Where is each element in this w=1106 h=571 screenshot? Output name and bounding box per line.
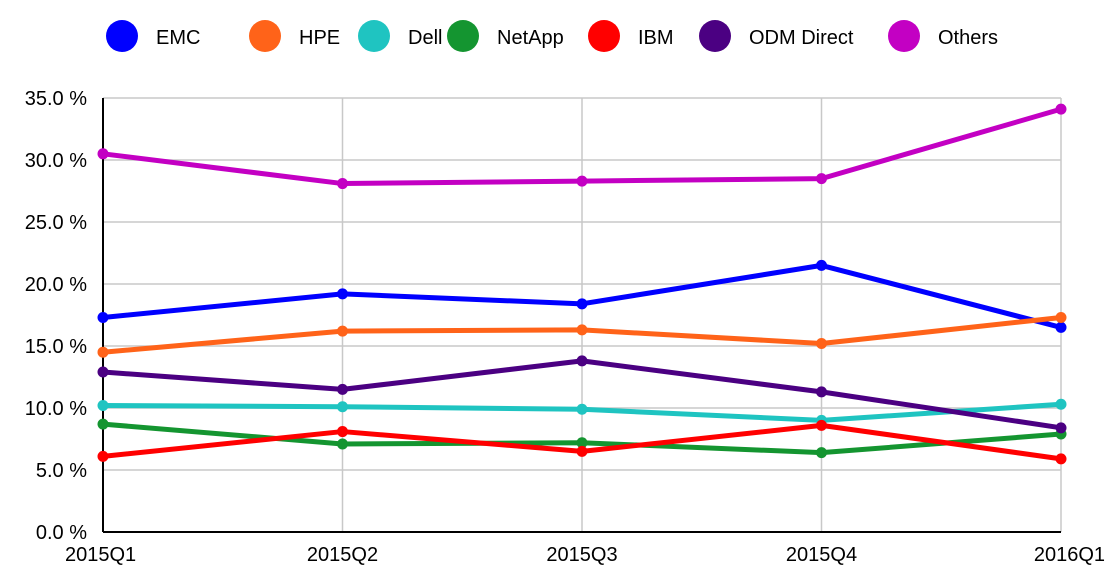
y-tick-label: 35.0 %	[25, 88, 87, 110]
legend-label-odm-direct: ODM Direct	[749, 27, 854, 49]
data-point-hpe	[1055, 311, 1067, 323]
y-tick-label: 5.0 %	[36, 460, 87, 482]
data-point-dell	[1055, 398, 1067, 410]
data-point-hpe	[97, 346, 109, 358]
legend-label-dell: Dell	[408, 27, 442, 49]
data-point-ibm	[1055, 453, 1067, 465]
legend-marker-dell	[358, 20, 390, 52]
data-point-hpe	[816, 338, 827, 350]
data-point-netapp	[97, 418, 109, 430]
legend-marker-odm-direct	[699, 20, 731, 52]
data-point-dell	[576, 403, 588, 415]
x-tick-label: 2015Q1	[65, 544, 136, 566]
data-point-emc	[1055, 321, 1067, 333]
x-tick-label: 2015Q3	[546, 544, 617, 566]
series-ibm	[97, 419, 1067, 465]
axes: 0.0 % 5.0 % 10.0 % 15.0 % 20.0 % 25.0 % 30.0 %…	[25, 88, 1105, 566]
data-point-hpe	[576, 324, 588, 336]
legend-label-others: Others	[938, 27, 998, 49]
series-emc	[97, 259, 1067, 333]
data-point-others	[97, 148, 109, 160]
data-point-emc	[337, 288, 348, 300]
legend-item-others: Others	[888, 20, 998, 52]
data-point-emc	[97, 311, 109, 323]
data-point-odm-direct	[97, 366, 109, 378]
legend-item-dell: Dell	[358, 20, 442, 52]
data-point-others	[337, 178, 348, 190]
legend-marker-ibm	[588, 20, 620, 52]
series-lines	[97, 103, 1067, 465]
data-point-ibm	[576, 445, 588, 457]
legend-item-odm-direct: ODM Direct	[699, 20, 854, 52]
legend-item-ibm: IBM	[588, 20, 674, 52]
legend-marker-netapp	[447, 20, 479, 52]
data-point-others	[576, 175, 588, 187]
legend-marker-others	[888, 20, 920, 52]
data-point-odm-direct	[576, 355, 588, 367]
data-point-others	[1055, 103, 1067, 115]
data-point-dell	[337, 401, 348, 413]
data-point-dell	[97, 400, 109, 412]
data-point-ibm	[337, 426, 348, 438]
x-tick-label: 2015Q2	[307, 544, 378, 566]
data-point-emc	[576, 298, 588, 310]
legend-item-netapp: NetApp	[447, 20, 564, 52]
y-tick-label: 15.0 %	[25, 336, 87, 358]
legend-marker-hpe	[249, 20, 281, 52]
legend: EMC HPE Dell NetApp IBM ODM Direct Others	[106, 20, 998, 52]
data-point-emc	[816, 259, 827, 271]
series-odm-direct	[97, 355, 1067, 434]
legend-label-hpe: HPE	[299, 27, 340, 49]
data-point-ibm	[97, 450, 109, 462]
y-tick-label: 10.0 %	[25, 398, 87, 420]
data-point-odm-direct	[1055, 422, 1067, 434]
legend-label-ibm: IBM	[638, 27, 674, 49]
legend-label-emc: EMC	[156, 27, 200, 49]
y-tick-label: 25.0 %	[25, 212, 87, 234]
data-point-netapp	[816, 447, 827, 459]
data-point-netapp	[337, 438, 348, 450]
y-tick-label: 30.0 %	[25, 150, 87, 172]
data-point-ibm	[816, 419, 827, 431]
legend-marker-emc	[106, 20, 138, 52]
y-tick-label: 0.0 %	[36, 522, 87, 544]
grid	[103, 97, 1062, 532]
data-point-netapp	[576, 437, 588, 449]
y-tick-label: 20.0 %	[25, 274, 87, 296]
data-point-others	[816, 173, 827, 185]
legend-item-hpe: HPE	[249, 20, 340, 52]
x-tick-label: 2015Q4	[786, 544, 857, 566]
data-point-odm-direct	[337, 383, 348, 395]
legend-label-netapp: NetApp	[497, 27, 564, 49]
legend-item-emc: EMC	[106, 20, 200, 52]
data-point-hpe	[337, 325, 348, 337]
series-others	[97, 103, 1067, 190]
x-tick-label: 2016Q1	[1034, 544, 1105, 566]
data-point-odm-direct	[816, 386, 827, 398]
series-hpe	[97, 311, 1067, 358]
